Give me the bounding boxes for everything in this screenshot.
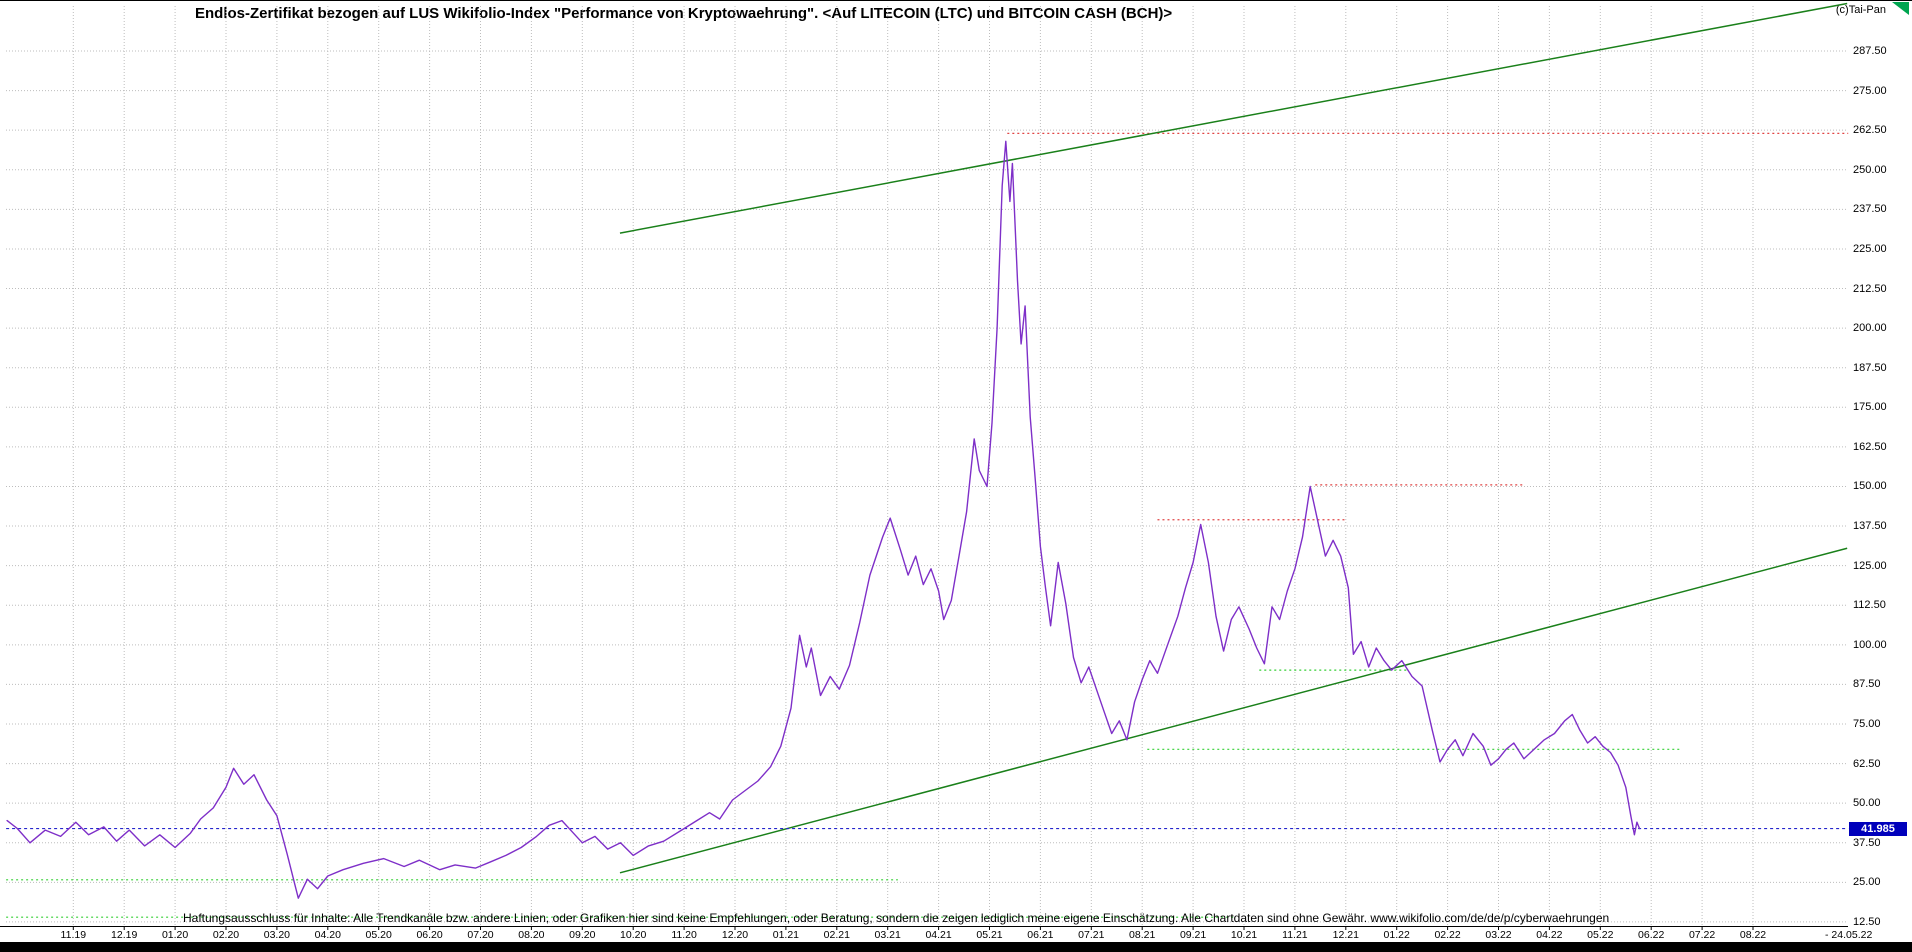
x-axis-label: 07.20 [467, 929, 494, 941]
x-axis-label: 06.22 [1638, 929, 1665, 941]
y-axis-label: 12.50 [1853, 915, 1881, 928]
y-axis-label: 75.00 [1853, 717, 1881, 730]
y-axis-label: 212.50 [1853, 282, 1887, 295]
y-axis-label: 162.50 [1853, 440, 1887, 453]
x-axis-label: 06.20 [416, 929, 443, 941]
x-axis-label: 10.20 [620, 929, 647, 941]
y-axis-label: 175.00 [1853, 401, 1887, 414]
x-axis-label: 05.20 [365, 929, 392, 941]
x-axis-label: 02.21 [823, 929, 850, 941]
y-axis-label: 187.50 [1853, 361, 1887, 374]
x-axis-label: 06.21 [1027, 929, 1054, 941]
y-axis-label: 87.50 [1853, 678, 1881, 691]
y-axis-label: 112.50 [1853, 599, 1886, 612]
x-axis-label: 10.21 [1230, 929, 1258, 941]
x-axis-label: 03.20 [263, 929, 291, 941]
x-axis-label: 07.22 [1688, 929, 1716, 941]
x-axis-label: 04.22 [1536, 929, 1563, 941]
y-axis-label: 250.00 [1853, 163, 1887, 176]
x-axis-label: 01.20 [161, 929, 189, 941]
y-axis-label: 50.00 [1853, 797, 1881, 810]
chart-title: Endlos-Zertifikat bezogen auf LUS Wikifo… [195, 5, 1173, 22]
y-axis-label: 100.00 [1853, 638, 1887, 651]
x-axis-label: 05.21 [976, 929, 1003, 941]
x-axis-label: 03.22 [1485, 929, 1512, 941]
x-axis-label: 01.22 [1383, 929, 1410, 941]
trend-channel-lower [619, 547, 1848, 874]
x-axis-label: 02.22 [1434, 929, 1461, 941]
tai-pan-copyright: (c)Tai-Pan [1835, 4, 1886, 16]
y-axis-label: 137.50 [1853, 520, 1887, 533]
last-date-label: - 24.05.22 [1825, 929, 1873, 941]
price-series-line [6, 140, 1641, 899]
y-axis-label: 62.50 [1853, 757, 1881, 770]
trend-channel-upper [619, 2, 1848, 234]
bottom-bar [0, 942, 1912, 952]
x-axis-label: 12.21 [1332, 929, 1359, 941]
x-axis-label: 04.21 [925, 929, 952, 941]
x-axis-label: 11.21 [1282, 929, 1308, 941]
x-axis-label: 12.19 [111, 929, 138, 941]
x-axis-label: 09.21 [1179, 929, 1207, 941]
x-axis-label: 08.20 [518, 929, 545, 941]
x-axis-labels: 11.19 12.19 01.20 02.20 03.20 04.20 05.20 06.20… [0, 929, 1912, 943]
y-axis-label: 225.00 [1853, 242, 1887, 255]
last-price-label: 41.985 [1849, 821, 1907, 836]
x-axis-label: 02.20 [212, 929, 240, 941]
y-axis-label: 150.00 [1853, 480, 1887, 493]
x-axis-label: 08.21 [1129, 929, 1156, 941]
y-axis-label: 262.50 [1853, 124, 1887, 137]
x-axis-label: 12.20 [721, 929, 749, 941]
x-axis-label: 08.22 [1739, 929, 1767, 941]
x-axis-label: 11.20 [671, 929, 697, 941]
x-axis-label: 01.21 [772, 929, 800, 941]
corner-triangle-icon[interactable] [1892, 2, 1909, 15]
y-axis-label: 237.50 [1853, 203, 1887, 216]
x-axis-label: 09.20 [569, 929, 596, 941]
y-axis-label: 25.00 [1853, 876, 1881, 889]
y-axis-label: 275.00 [1853, 84, 1887, 97]
x-axis-label: 05.22 [1587, 929, 1614, 941]
x-axis-label: 11.19 [60, 929, 87, 941]
y-axis-label: 125.00 [1853, 559, 1887, 572]
y-axis-label: 287.50 [1853, 45, 1887, 57]
disclaimer-text: Haftungsausschluss für Inhalte: Alle Tre… [183, 911, 1610, 925]
y-axis-label: 37.50 [1853, 836, 1881, 849]
x-axis-label: 03.21 [874, 929, 901, 941]
top-border-line [0, 0, 1912, 1]
y-axis-label: 200.00 [1853, 322, 1887, 335]
y-axis-labels: 287.50 275.00 262.50 250.00 237.50 225.00 212.… [1853, 0, 1912, 952]
x-axis-label: 07.21 [1078, 929, 1105, 941]
x-axis-label: 04.20 [314, 929, 341, 941]
